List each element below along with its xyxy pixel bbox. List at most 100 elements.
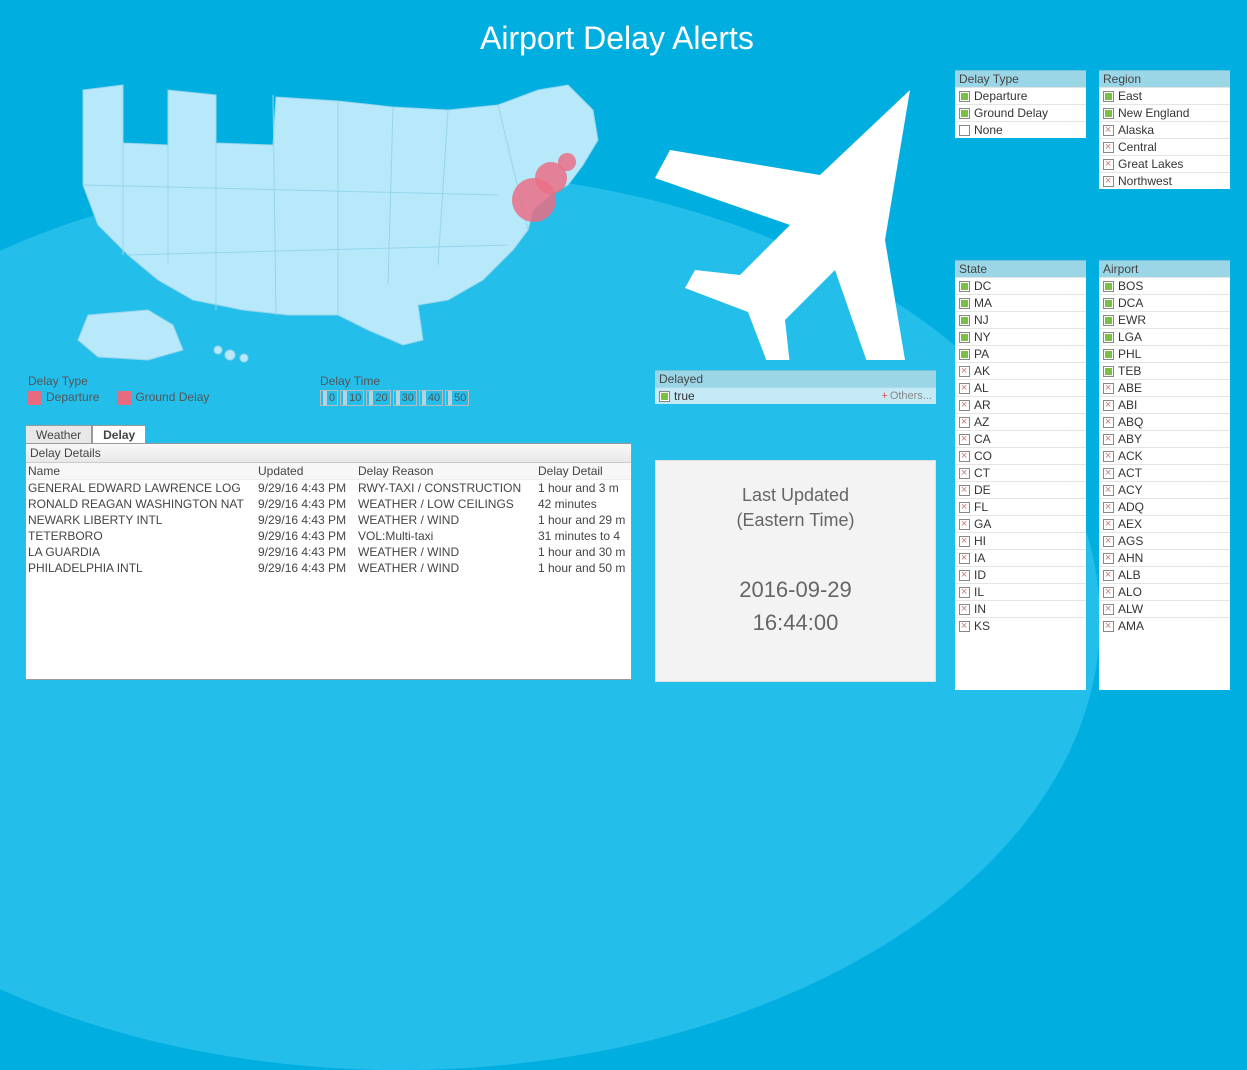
column-header[interactable]: Updated [256,463,356,480]
checkbox-icon[interactable] [1103,159,1114,170]
checkbox-icon[interactable] [959,485,970,496]
checkbox-icon[interactable] [959,604,970,615]
delay-table[interactable]: NameUpdatedDelay ReasonDelay Detail GENE… [26,463,631,576]
checkbox-icon[interactable] [959,281,970,292]
checkbox-icon[interactable] [1103,349,1114,360]
filter-item[interactable]: ALO [1099,583,1230,600]
filter-item[interactable]: HI [955,532,1086,549]
filter-item[interactable]: DC [955,277,1086,294]
filter-item[interactable]: CO [955,447,1086,464]
checkbox-icon[interactable] [1103,621,1114,632]
checkbox-icon[interactable] [1103,332,1114,343]
checkbox-icon[interactable] [1103,108,1114,119]
checkbox-icon[interactable] [959,315,970,326]
filter-item[interactable]: DCA [1099,294,1230,311]
filter-state[interactable]: StateDCMANJNYPAAKALARAZCACOCTDEFLGAHIIAI… [955,260,1086,690]
checkbox-icon[interactable] [959,91,970,102]
filter-item[interactable]: AMA [1099,617,1230,634]
filter-item[interactable]: ALW [1099,600,1230,617]
filter-item[interactable]: AGS [1099,532,1230,549]
filter-item[interactable]: AHN [1099,549,1230,566]
checkbox-icon[interactable] [1103,570,1114,581]
checkbox-icon[interactable] [1103,400,1114,411]
checkbox-icon[interactable] [1103,434,1114,445]
filter-item[interactable]: NJ [955,311,1086,328]
checkbox-icon[interactable] [959,108,970,119]
table-row[interactable]: GENERAL EDWARD LAWRENCE LOG9/29/16 4:43 … [26,480,631,497]
filter-item[interactable]: Alaska [1099,121,1230,138]
filter-item[interactable]: East [1099,87,1230,104]
filter-item[interactable]: BOS [1099,277,1230,294]
filter-item[interactable]: NY [955,328,1086,345]
map-bubble[interactable] [558,153,576,171]
tab-weather[interactable]: Weather [25,425,92,444]
filter-item[interactable]: IL [955,583,1086,600]
checkbox-icon[interactable] [1103,142,1114,153]
checkbox-icon[interactable] [1103,417,1114,428]
filter-item[interactable]: PA [955,345,1086,362]
filter-item[interactable]: AEX [1099,515,1230,532]
filter-item[interactable]: AZ [955,413,1086,430]
filter-item[interactable]: PHL [1099,345,1230,362]
checkbox-icon[interactable] [1103,519,1114,530]
checkbox-icon[interactable] [1103,125,1114,136]
filter-item[interactable]: AL [955,379,1086,396]
checkbox-icon[interactable] [1103,176,1114,187]
filter-item[interactable]: FL [955,498,1086,515]
checkbox-icon[interactable] [1103,281,1114,292]
checkbox-icon[interactable] [959,621,970,632]
checkbox-icon[interactable] [959,298,970,309]
us-map[interactable] [28,65,628,365]
filter-item[interactable]: Departure [955,87,1086,104]
filter-delayed[interactable]: Delayed true Others... [655,370,936,404]
checkbox-icon[interactable] [959,332,970,343]
filter-item[interactable]: ABE [1099,379,1230,396]
column-header[interactable]: Name [26,463,256,480]
filter-item[interactable]: ID [955,566,1086,583]
table-row[interactable]: TETERBORO9/29/16 4:43 PMVOL:Multi-taxi31… [26,528,631,544]
filter-item[interactable]: AK [955,362,1086,379]
filter-item[interactable]: ACT [1099,464,1230,481]
checkbox-icon[interactable] [959,553,970,564]
checkbox-icon[interactable] [959,349,970,360]
checkbox-icon[interactable] [959,536,970,547]
checkbox-icon[interactable] [1103,604,1114,615]
filter-item[interactable]: TEB [1099,362,1230,379]
checkbox-icon[interactable] [959,451,970,462]
filter-item[interactable]: Ground Delay [955,104,1086,121]
filter-item[interactable]: GA [955,515,1086,532]
checkbox-icon[interactable] [959,587,970,598]
checkbox-icon[interactable] [959,366,970,377]
filter-item[interactable]: DE [955,481,1086,498]
filter-region[interactable]: RegionEastNew EnglandAlaskaCentralGreat … [1099,70,1230,189]
filter-item[interactable]: New England [1099,104,1230,121]
checkbox-icon[interactable] [959,502,970,513]
filter-item[interactable]: ABI [1099,396,1230,413]
filter-item[interactable]: EWR [1099,311,1230,328]
checkbox-icon[interactable] [1103,485,1114,496]
checkbox-icon[interactable] [1103,502,1114,513]
checkbox-icon[interactable] [959,570,970,581]
filter-item[interactable]: Central [1099,138,1230,155]
filter-item[interactable]: LGA [1099,328,1230,345]
filter-item[interactable]: CA [955,430,1086,447]
filter-item[interactable]: CT [955,464,1086,481]
checkbox-icon[interactable] [1103,536,1114,547]
checkbox-icon[interactable] [1103,553,1114,564]
filter-item[interactable]: Northwest [1099,172,1230,189]
checkbox-icon[interactable] [959,434,970,445]
filter-item[interactable]: ABQ [1099,413,1230,430]
filter-item[interactable]: ACY [1099,481,1230,498]
checkbox-icon[interactable] [1103,587,1114,598]
table-row[interactable]: PHILADELPHIA INTL9/29/16 4:43 PMWEATHER … [26,560,631,576]
column-header[interactable]: Delay Reason [356,463,536,480]
table-row[interactable]: LA GUARDIA9/29/16 4:43 PMWEATHER / WIND1… [26,544,631,560]
filter-item[interactable]: MA [955,294,1086,311]
filter-delay-type[interactable]: Delay TypeDepartureGround DelayNone [955,70,1086,138]
filter-item[interactable]: None [955,121,1086,138]
column-header[interactable]: Delay Detail [536,463,631,480]
checkbox-icon[interactable] [959,417,970,428]
filter-item[interactable]: AR [955,396,1086,413]
filter-item[interactable]: ACK [1099,447,1230,464]
checkbox-icon[interactable] [1103,315,1114,326]
